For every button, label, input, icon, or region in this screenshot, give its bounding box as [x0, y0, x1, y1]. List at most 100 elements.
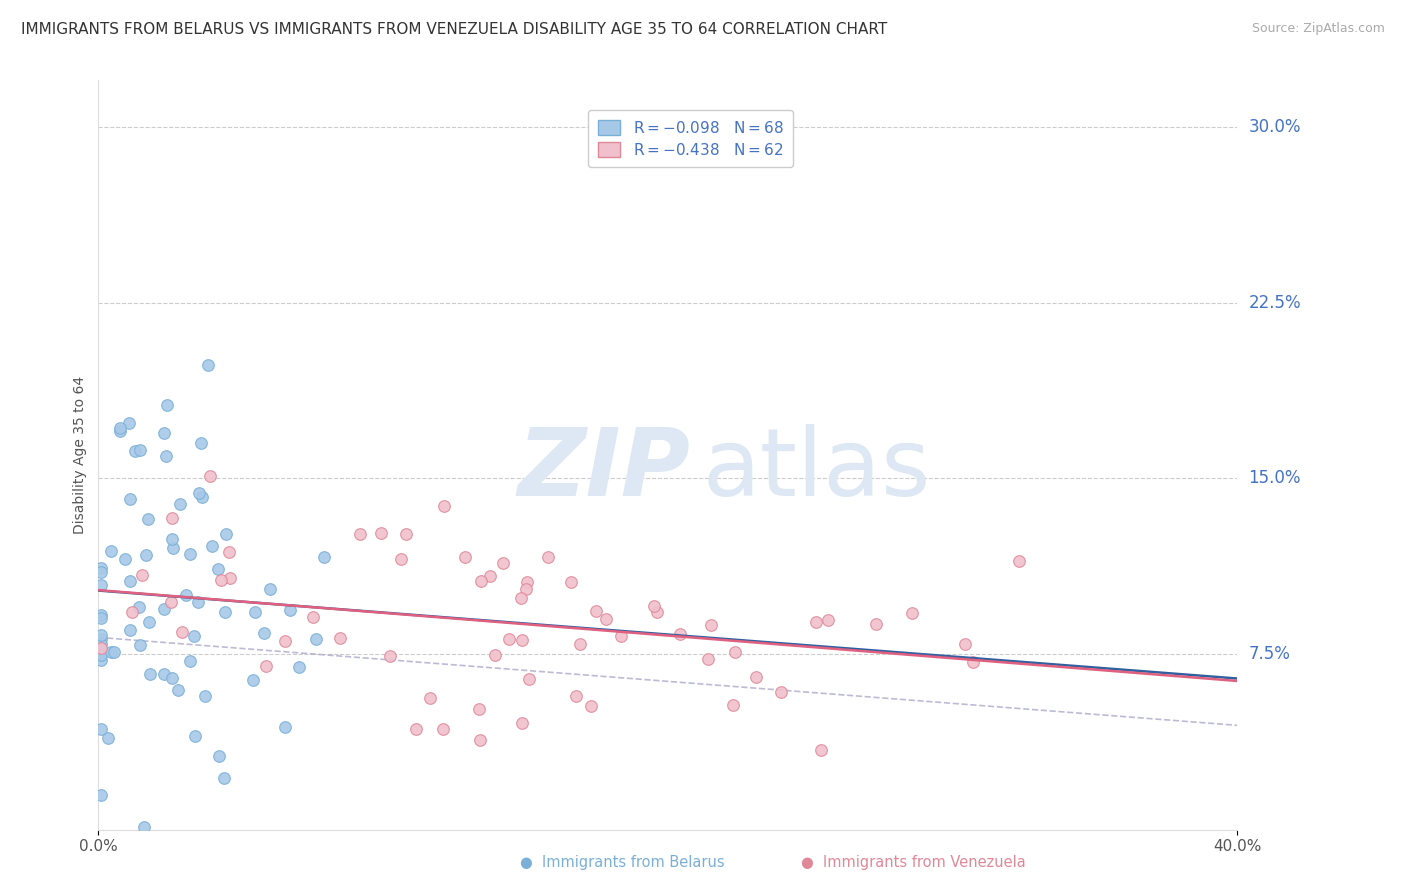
Point — [1008, 554, 1031, 568]
Point — [302, 610, 325, 624]
Point — [219, 571, 242, 585]
Point — [108, 424, 131, 438]
Point — [153, 601, 176, 615]
Point — [478, 569, 501, 583]
Point — [187, 486, 209, 500]
Point — [804, 615, 827, 630]
Point — [90, 578, 112, 592]
Point — [108, 421, 131, 435]
Point — [769, 685, 792, 699]
Point — [645, 605, 668, 619]
Point — [643, 599, 665, 614]
Point — [153, 425, 176, 440]
Point — [90, 608, 112, 623]
Point — [515, 582, 537, 596]
Point — [176, 588, 198, 602]
Point — [259, 582, 281, 596]
Point — [696, 651, 718, 665]
Point — [169, 497, 191, 511]
Point — [124, 443, 146, 458]
Point — [609, 629, 631, 643]
Point — [90, 722, 112, 736]
Point — [156, 398, 179, 412]
Point — [139, 666, 162, 681]
Point — [510, 716, 533, 731]
Point — [433, 499, 456, 513]
Point — [585, 604, 607, 618]
Point — [273, 720, 295, 734]
Point — [378, 648, 401, 663]
Point — [498, 632, 520, 646]
Point — [391, 551, 413, 566]
Point — [212, 772, 235, 786]
Point — [484, 648, 506, 662]
Text: 22.5%: 22.5% — [1249, 293, 1301, 311]
Point — [405, 722, 427, 736]
Point — [90, 788, 112, 802]
Point — [218, 545, 240, 559]
Point — [170, 625, 193, 640]
Point — [215, 527, 238, 541]
Point — [243, 605, 266, 619]
Point — [160, 510, 183, 524]
Point — [90, 560, 112, 574]
Point — [865, 617, 887, 632]
Point — [468, 702, 491, 716]
Point — [179, 547, 201, 561]
Point — [955, 637, 977, 651]
Point — [138, 512, 160, 526]
Point — [517, 672, 540, 686]
Point — [135, 548, 157, 562]
Point — [198, 469, 221, 483]
Point — [470, 574, 492, 588]
Point — [510, 591, 533, 605]
Point — [595, 612, 617, 626]
Point — [190, 490, 212, 504]
Text: IMMIGRANTS FROM BELARUS VS IMMIGRANTS FROM VENEZUELA DISABILITY AGE 35 TO 64 COR: IMMIGRANTS FROM BELARUS VS IMMIGRANTS FR… — [21, 22, 887, 37]
Point — [201, 539, 224, 553]
Point — [128, 442, 150, 457]
Point — [194, 690, 217, 704]
Point — [90, 628, 112, 642]
Point — [669, 627, 692, 641]
Text: 7.5%: 7.5% — [1249, 645, 1291, 663]
Point — [90, 611, 112, 625]
Point — [162, 533, 184, 547]
Point — [155, 449, 177, 463]
Text: Source: ZipAtlas.com: Source: ZipAtlas.com — [1251, 22, 1385, 36]
Point — [118, 624, 141, 638]
Y-axis label: Disability Age 35 to 64: Disability Age 35 to 64 — [73, 376, 87, 534]
Point — [253, 625, 276, 640]
Point — [90, 648, 112, 662]
Text: 30.0%: 30.0% — [1249, 118, 1301, 136]
Point — [166, 683, 188, 698]
Point — [280, 603, 302, 617]
Point — [537, 550, 560, 565]
Point — [183, 629, 205, 643]
Point — [700, 617, 723, 632]
Point — [90, 637, 112, 651]
Point — [468, 733, 491, 747]
Point — [128, 638, 150, 652]
Point — [329, 631, 352, 645]
Point — [745, 670, 768, 684]
Text: atlas: atlas — [702, 424, 931, 516]
Point — [724, 645, 747, 659]
Point — [121, 605, 143, 619]
Point — [152, 666, 174, 681]
Point — [97, 731, 120, 745]
Point — [100, 543, 122, 558]
Point — [90, 641, 112, 656]
Text: ●  Immigrants from Venezuela: ● Immigrants from Venezuela — [801, 855, 1026, 870]
Point — [184, 729, 207, 743]
Point — [179, 654, 201, 668]
Point — [254, 659, 277, 673]
Point — [419, 691, 441, 706]
Legend: $\mathregular{R = }$$\mathregular{-0.098}$$\mathregular{\ \ \ N = }$$\mathregula: $\mathregular{R = }$$\mathregular{-0.098… — [588, 111, 793, 167]
Point — [197, 358, 219, 372]
Point — [510, 633, 533, 648]
Point — [579, 698, 602, 713]
Point — [432, 722, 454, 736]
Point — [817, 613, 839, 627]
Text: ●  Immigrants from Belarus: ● Immigrants from Belarus — [520, 855, 725, 870]
